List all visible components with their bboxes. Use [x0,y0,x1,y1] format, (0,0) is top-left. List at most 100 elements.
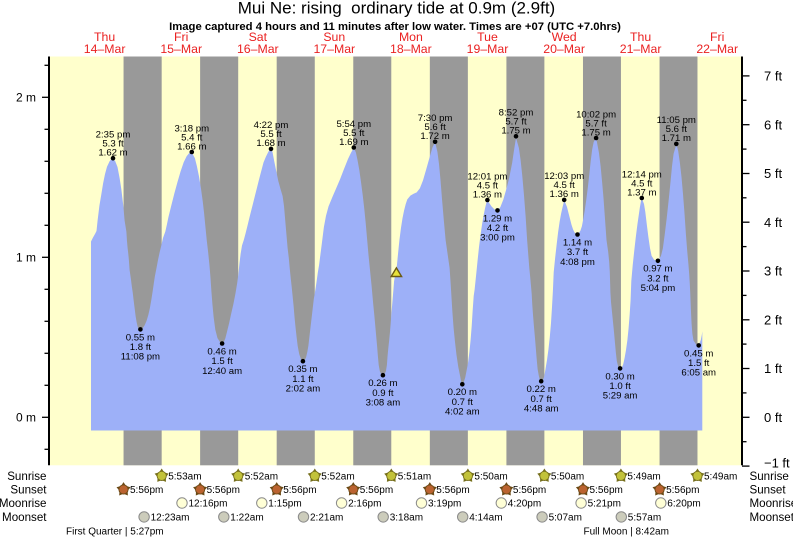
svg-text:5:49am: 5:49am [704,472,737,483]
svg-text:3:08 am: 3:08 am [366,398,401,409]
svg-text:3 ft: 3 ft [764,264,782,279]
svg-text:1.36 m: 1.36 m [473,189,502,200]
svg-text:11:08 pm: 11:08 pm [121,352,160,363]
svg-text:5:52am: 5:52am [321,472,354,483]
svg-text:5:56pm: 5:56pm [207,485,240,496]
svg-text:1.8 ft: 1.8 ft [130,342,152,353]
svg-text:6:20pm: 6:20pm [667,499,700,510]
svg-text:5:57am: 5:57am [628,513,661,524]
svg-text:5.5 ft: 5.5 ft [260,129,282,140]
svg-text:11:05 pm: 11:05 pm [657,115,696,126]
svg-text:1.36 m: 1.36 m [550,189,579,200]
svg-text:0.55 m: 0.55 m [126,332,155,343]
svg-text:5.6 ft: 5.6 ft [666,124,688,135]
svg-text:1.75 m: 1.75 m [581,127,610,138]
svg-text:6:05 am: 6:05 am [681,368,716,379]
svg-text:Moonset: Moonset [750,511,793,524]
svg-text:0 m: 0 m [16,411,36,425]
svg-text:1.5 ft: 1.5 ft [688,358,710,369]
svg-text:4 ft: 4 ft [764,215,782,230]
svg-text:1.62 m: 1.62 m [98,148,127,159]
svg-text:5:56pm: 5:56pm [283,485,316,496]
svg-text:Thu: Thu [94,30,115,44]
svg-text:4:48 am: 4:48 am [524,404,559,415]
svg-text:5:56pm: 5:56pm [513,485,546,496]
svg-text:Tue: Tue [477,30,498,44]
svg-text:1 ft: 1 ft [764,361,782,376]
svg-text:5:49am: 5:49am [627,472,660,483]
svg-text:−1 ft: −1 ft [764,455,790,470]
svg-text:4.5 ft: 4.5 ft [477,180,499,191]
svg-text:5.5 ft: 5.5 ft [343,128,365,139]
svg-text:19–Mar: 19–Mar [467,42,509,56]
svg-text:4:08 pm: 4:08 pm [560,257,595,268]
svg-text:5:56pm: 5:56pm [360,485,393,496]
svg-text:1:22am: 1:22am [230,513,263,524]
svg-text:0.30 m: 0.30 m [605,371,634,382]
svg-text:5:21pm: 5:21pm [588,499,621,510]
svg-text:12:14 pm: 12:14 pm [622,169,662,180]
svg-text:Thu: Thu [630,30,651,44]
svg-text:1.68 m: 1.68 m [256,138,285,149]
svg-text:Sunrise: Sunrise [750,470,789,483]
svg-text:8:52 pm: 8:52 pm [499,108,534,119]
svg-text:1.69 m: 1.69 m [339,137,368,148]
svg-text:5:04 pm: 5:04 pm [641,283,676,294]
svg-text:5:50am: 5:50am [551,472,584,483]
svg-text:First Quarter | 5:27pm: First Quarter | 5:27pm [66,526,164,537]
svg-text:3:19pm: 3:19pm [428,499,461,510]
svg-text:Sat: Sat [249,30,268,44]
svg-text:5.7 ft: 5.7 ft [585,118,607,129]
svg-text:5:52am: 5:52am [245,472,278,483]
svg-text:1.66 m: 1.66 m [177,141,206,152]
svg-text:1.72 m: 1.72 m [420,131,449,142]
svg-text:Sun: Sun [323,30,345,44]
svg-text:1.75 m: 1.75 m [501,126,530,137]
svg-text:Moonrise: Moonrise [750,497,793,510]
svg-text:4.5 ft: 4.5 ft [631,178,653,189]
svg-text:4.5 ft: 4.5 ft [554,180,576,191]
svg-text:2:02 am: 2:02 am [286,384,321,395]
svg-text:12:23am: 12:23am [151,513,190,524]
svg-text:4:14am: 4:14am [469,513,502,524]
svg-text:Full Moon | 8:42am: Full Moon | 8:42am [584,526,669,537]
svg-text:5:07am: 5:07am [549,513,582,524]
svg-text:5:53am: 5:53am [168,472,201,483]
svg-text:2:16pm: 2:16pm [348,499,381,510]
svg-text:5:51am: 5:51am [398,472,431,483]
svg-text:Sunset: Sunset [750,484,787,497]
svg-text:Mon: Mon [399,30,423,44]
svg-text:1.0 ft: 1.0 ft [609,381,631,392]
svg-text:12:40 am: 12:40 am [202,366,242,377]
svg-text:2 ft: 2 ft [764,313,782,328]
svg-text:Moonrise: Moonrise [0,497,47,510]
svg-text:5.7 ft: 5.7 ft [505,117,527,128]
svg-text:7 ft: 7 ft [764,69,782,84]
svg-text:5:54 pm: 5:54 pm [336,119,371,130]
svg-text:5:56pm: 5:56pm [590,485,623,496]
svg-text:1.14 m: 1.14 m [563,237,592,248]
svg-text:4:02 am: 4:02 am [445,407,480,418]
svg-text:0.97 m: 0.97 m [643,264,672,275]
svg-text:2:35 pm: 2:35 pm [96,130,131,141]
svg-text:Mui Ne: rising ordinary tide: Mui Ne: rising ordinary tide at 0.9m (2.… [238,0,555,18]
svg-text:5:56pm: 5:56pm [130,485,163,496]
svg-text:4:22 pm: 4:22 pm [254,120,289,131]
svg-text:4.2 ft: 4.2 ft [487,223,509,234]
svg-text:0.46 m: 0.46 m [207,346,236,357]
svg-text:1.5 ft: 1.5 ft [211,356,233,367]
svg-text:0.22 m: 0.22 m [527,384,556,395]
svg-text:0.35 m: 0.35 m [288,364,317,375]
svg-text:1.1 ft: 1.1 ft [292,374,314,385]
svg-text:2:21am: 2:21am [310,513,343,524]
svg-text:3.7 ft: 3.7 ft [567,247,589,258]
svg-text:1:15pm: 1:15pm [268,499,301,510]
svg-text:Fri: Fri [710,30,724,44]
svg-text:5:50am: 5:50am [474,472,507,483]
svg-text:2 m: 2 m [16,91,36,105]
svg-text:18–Mar: 18–Mar [390,42,432,56]
svg-text:1.71 m: 1.71 m [662,133,691,144]
svg-text:6 ft: 6 ft [764,117,782,132]
svg-text:Sunrise: Sunrise [7,470,46,483]
svg-text:0 ft: 0 ft [764,410,782,425]
